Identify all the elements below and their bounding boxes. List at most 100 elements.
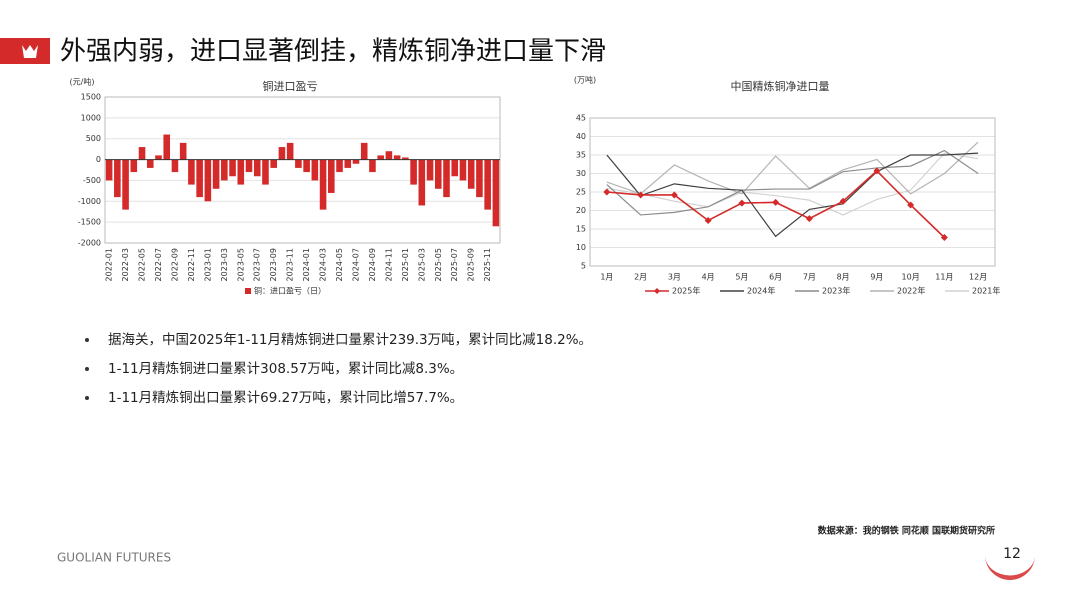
bar xyxy=(484,159,491,210)
y-tick-label: -1000 xyxy=(78,197,101,206)
y-axis-label: (元/吨) xyxy=(70,77,95,87)
marker xyxy=(907,201,915,209)
x-tick-label: 6月 xyxy=(769,273,782,282)
y-tick-label: 500 xyxy=(86,134,101,143)
y-tick-label: 40 xyxy=(576,132,586,141)
plot-frame xyxy=(589,117,996,267)
y-tick-label: 20 xyxy=(576,206,586,215)
bar xyxy=(434,159,442,189)
marker xyxy=(940,234,948,242)
bar xyxy=(179,142,187,160)
x-tick-label: 2022-09 xyxy=(170,248,179,281)
page-number: 12 xyxy=(1003,546,1021,562)
y-tick-label: -2000 xyxy=(78,239,101,248)
x-tick-label: 2024-05 xyxy=(335,248,344,281)
bar xyxy=(196,159,203,198)
x-tick-label: 8月 xyxy=(837,273,850,282)
bar xyxy=(344,159,352,168)
bar xyxy=(212,159,220,189)
x-tick-label: 5月 xyxy=(735,273,748,282)
marker xyxy=(805,215,813,223)
bar xyxy=(122,159,129,210)
crown-icon xyxy=(22,45,38,58)
x-tick-label: 10月 xyxy=(902,273,920,282)
x-tick-label: 2025-07 xyxy=(450,248,459,281)
bar xyxy=(426,159,434,181)
bar xyxy=(443,159,450,198)
legend-label: 铜：进口盈亏（日） xyxy=(254,286,326,296)
y-tick-label: 5 xyxy=(581,262,586,271)
bar xyxy=(253,159,261,177)
bullet-dot xyxy=(85,396,89,400)
legend-label: 2022年 xyxy=(897,286,925,296)
y-tick-label: 15 xyxy=(576,225,586,234)
slide-title: 外强内弱，进口显著倒挂，精炼铜净进口量下滑 xyxy=(60,37,606,67)
y-axis-label: (万吨) xyxy=(574,75,596,85)
x-tick-label: 2月 xyxy=(634,273,647,282)
x-tick-label: 2024-09 xyxy=(368,248,377,281)
marker xyxy=(704,216,712,224)
bar xyxy=(476,159,483,198)
bar xyxy=(369,159,376,173)
y-tick-label: 1000 xyxy=(81,113,101,122)
legend-label: 2025年 xyxy=(672,286,700,296)
source: 数据来源：我的钢铁 同花顺 国联期货研究所 xyxy=(818,525,995,537)
bar xyxy=(245,159,253,173)
bullet-text: 据海关，中国2025年1-11月精炼铜进口量累计239.3万吨，累计同比减18.… xyxy=(108,332,592,348)
plot-frame xyxy=(104,96,501,244)
series-line xyxy=(606,149,979,216)
marker xyxy=(873,167,881,175)
x-tick-label: 1月 xyxy=(600,273,613,282)
bar xyxy=(105,159,113,181)
x-tick-label: 2023-01 xyxy=(203,248,212,281)
y-tick-label: 45 xyxy=(576,114,586,123)
y-tick-label: 10 xyxy=(576,243,586,252)
x-tick-label: 3月 xyxy=(668,273,681,282)
bar xyxy=(188,159,195,185)
x-tick-label: 2024-03 xyxy=(319,248,328,281)
bar xyxy=(377,155,384,160)
series-line xyxy=(606,152,979,216)
bar xyxy=(171,159,179,173)
bar xyxy=(360,142,368,160)
x-tick-label: 2022-01 xyxy=(105,248,114,281)
bar xyxy=(319,159,327,210)
x-tick-label: 2024-07 xyxy=(351,248,360,281)
x-tick-label: 2023-03 xyxy=(220,248,229,281)
x-tick-label: 11月 xyxy=(935,273,953,282)
marker xyxy=(772,198,780,206)
x-tick-label: 2023-05 xyxy=(236,248,245,281)
page-swoosh xyxy=(985,555,1035,580)
x-tick-label: 2025-09 xyxy=(467,248,476,281)
x-tick-label: 2023-11 xyxy=(286,248,295,281)
bar xyxy=(237,159,245,185)
footer-brand: GUOLIAN FUTURES xyxy=(57,551,171,565)
bar xyxy=(410,159,417,185)
x-tick-label: 2025-05 xyxy=(434,248,443,281)
bar xyxy=(385,151,393,160)
x-tick-label: 2025-01 xyxy=(401,248,410,281)
legend-swatch xyxy=(245,288,251,294)
bar xyxy=(418,159,426,206)
x-tick-label: 2024-01 xyxy=(302,248,311,281)
bullet-dot xyxy=(85,367,89,371)
legend-label: 2021年 xyxy=(972,286,1000,296)
legend-label: 2023年 xyxy=(822,286,850,296)
bar xyxy=(328,159,335,193)
bar xyxy=(467,159,475,189)
x-tick-label: 12月 xyxy=(969,273,987,282)
bar xyxy=(114,159,121,198)
x-tick-label: 2022-05 xyxy=(138,248,147,281)
bar xyxy=(451,159,459,177)
bar xyxy=(146,159,154,168)
bar xyxy=(402,157,409,160)
x-tick-label: 2022-11 xyxy=(187,248,196,281)
x-tick-label: 7月 xyxy=(803,273,816,282)
chart-title: 中国精炼铜净进口量 xyxy=(731,79,830,93)
bullet-dot xyxy=(85,338,89,342)
x-tick-label: 2025-11 xyxy=(483,248,492,281)
bar xyxy=(155,155,162,160)
bar xyxy=(286,142,294,160)
